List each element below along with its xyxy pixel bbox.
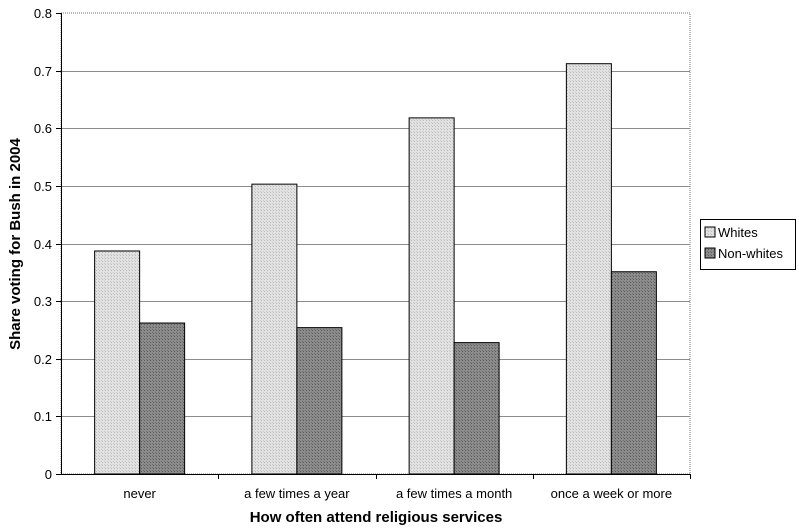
x-tick-label: a few times a month [396, 486, 512, 501]
y-tick-label: 0.5 [34, 179, 52, 194]
legend-box [700, 219, 796, 270]
legend-label: Whites [718, 225, 758, 240]
legend-swatch-whites [704, 226, 716, 238]
y-tick-label: 0.6 [34, 121, 52, 136]
bar-whites-3 [565, 63, 612, 475]
y-tick-label: 0.8 [34, 6, 52, 21]
y-tick-label: 0 [45, 467, 52, 482]
bar-non-whites-1 [296, 327, 343, 475]
y-tick-label: 0.4 [34, 237, 52, 252]
x-tick-label: never [123, 486, 156, 501]
bar-whites-2 [408, 117, 455, 475]
bar-whites-0 [94, 250, 141, 475]
bar-non-whites-0 [139, 322, 186, 475]
y-tick-label: 0.7 [34, 64, 52, 79]
legend-swatch-non-whites [704, 247, 716, 259]
x-tick-label: a few times a year [244, 486, 350, 501]
bar-non-whites-2 [453, 342, 500, 475]
y-axis-title: Share voting for Bush in 2004 [7, 137, 24, 349]
y-tick-label: 0.1 [34, 409, 52, 424]
x-tick-label: once a week or more [551, 486, 672, 501]
y-tick-label: 0.3 [34, 294, 52, 309]
bar-whites-1 [251, 183, 298, 475]
x-axis-title: How often attend religious services [250, 509, 503, 526]
bar-non-whites-3 [610, 271, 657, 475]
legend-label: Non-whites [718, 246, 784, 261]
y-tick-label: 0.2 [34, 352, 52, 367]
